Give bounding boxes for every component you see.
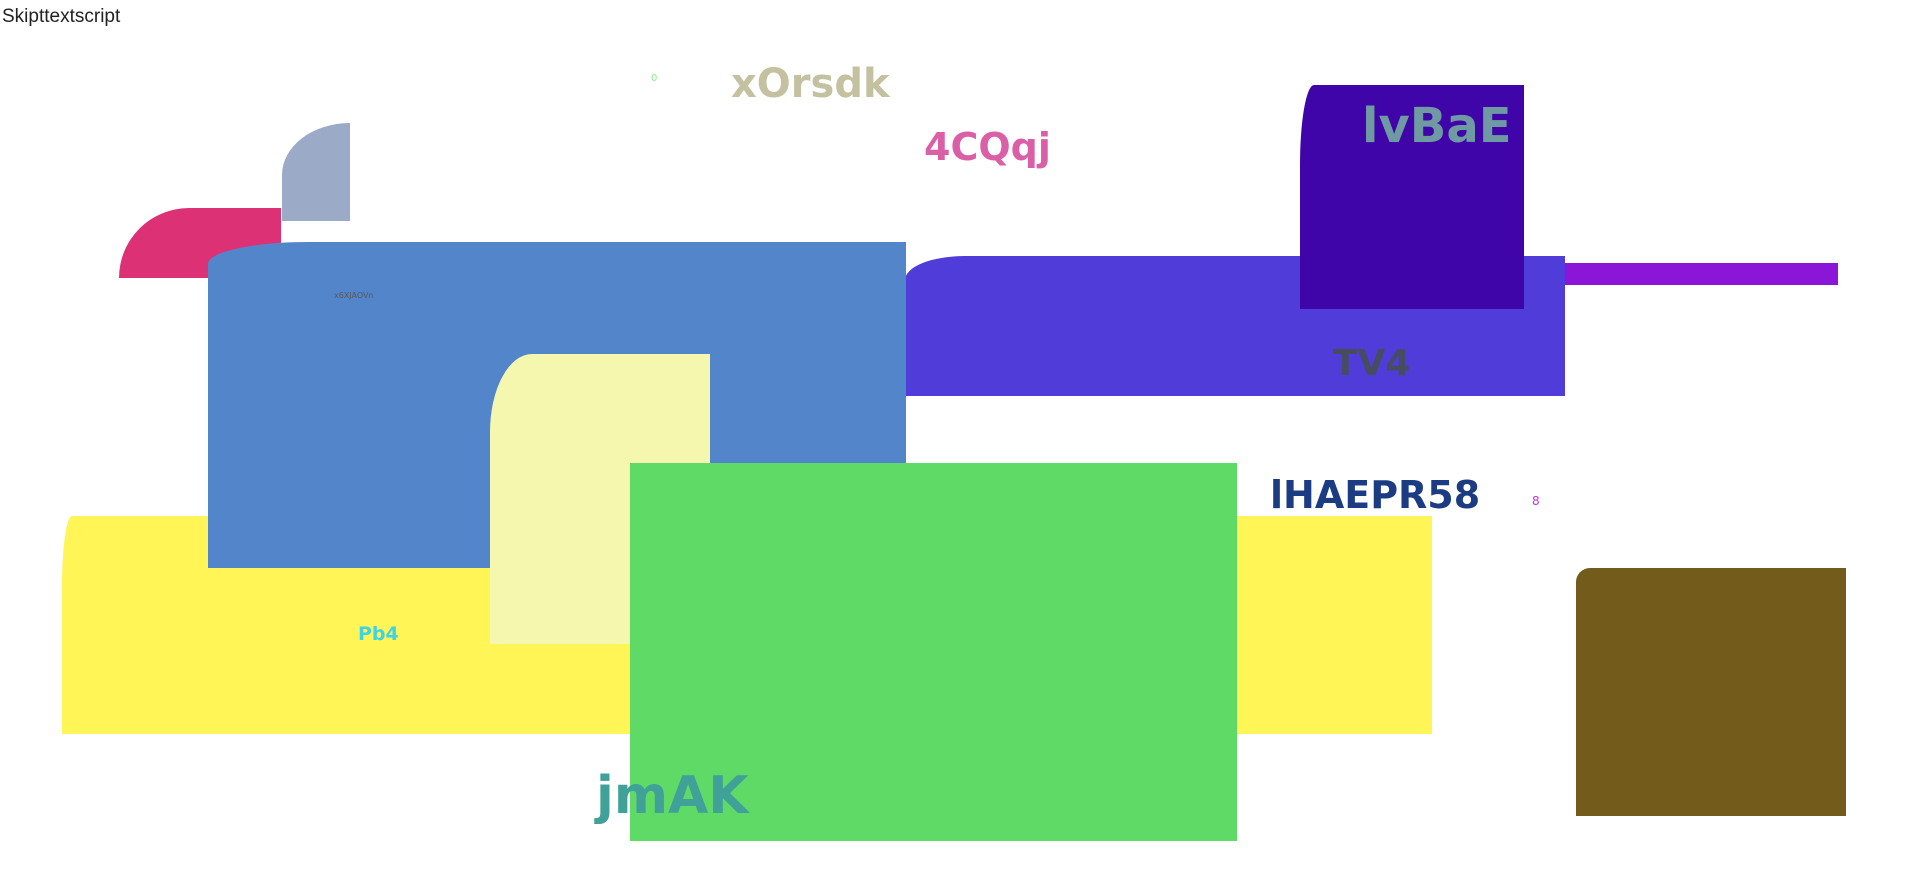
pb4-label: Pb4 xyxy=(358,623,399,645)
zero-label: 0 xyxy=(651,73,658,84)
jmak-label: jmAK xyxy=(596,766,749,826)
violet-box-shape xyxy=(1300,85,1524,309)
tv4-label: TV4 xyxy=(1333,343,1411,384)
purple-bar-shape xyxy=(1562,263,1838,285)
gray-quarter-shape xyxy=(282,123,350,221)
header-text: Skipttextscript xyxy=(2,6,121,27)
fourcqqj-label: 4CQqj xyxy=(924,125,1051,169)
eight-label: 8 xyxy=(1532,494,1540,508)
lvbae-label: lvBaE xyxy=(1362,98,1512,154)
green-panel-shape xyxy=(630,463,1237,841)
olive-box-shape xyxy=(1576,568,1846,816)
xorsdk-label: xOrsdk xyxy=(731,61,890,107)
lhaepr-label: lHAEPR58 xyxy=(1270,473,1481,517)
tiny-label: x6XJAOVn xyxy=(334,291,374,300)
